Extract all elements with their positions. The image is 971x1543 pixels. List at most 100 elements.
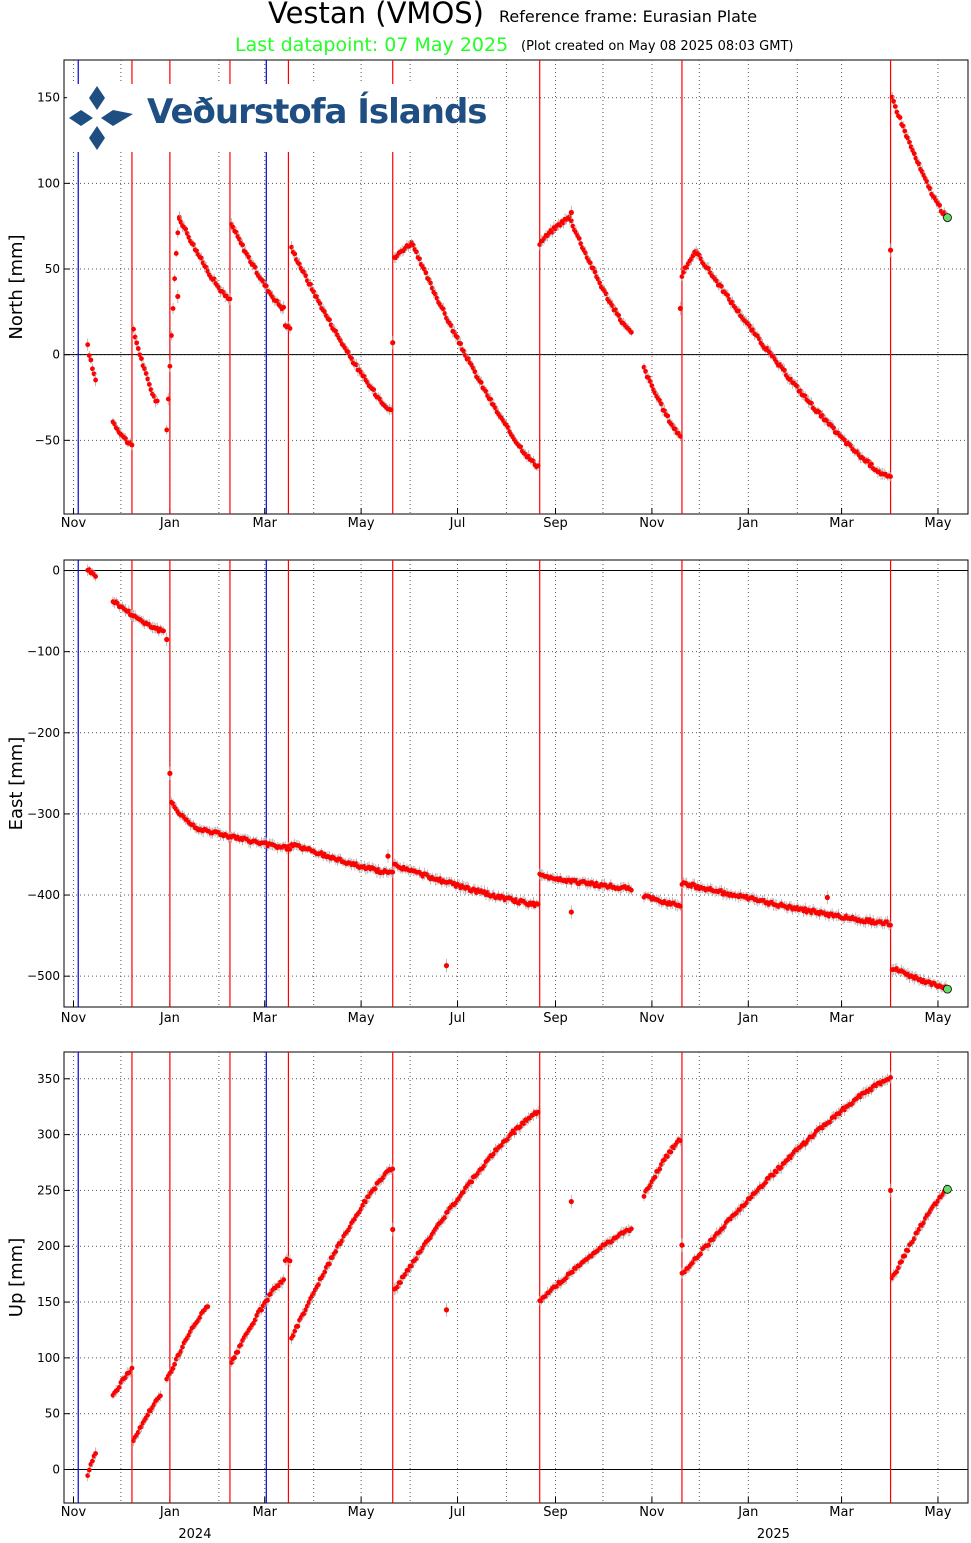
imo-logo-text: Veðurstofa Íslands	[147, 92, 488, 132]
plot-created-label: (Plot created on May 08 2025 08:03 GMT)	[521, 39, 794, 54]
x-tick-label: Nov	[61, 516, 87, 531]
imo-logo: Veðurstofa Íslands	[67, 84, 488, 152]
x-tick-label: May	[348, 516, 375, 531]
y-tick-label: 50	[45, 1407, 60, 1421]
data-point	[172, 276, 178, 282]
outlier-point	[677, 305, 683, 312]
data-point	[390, 869, 396, 875]
y-tick-label: 100	[37, 176, 60, 190]
data-point	[677, 903, 683, 909]
y-tick-label: −200	[27, 726, 60, 740]
x-tick-label: Mar	[252, 1011, 277, 1026]
data-point	[129, 1365, 135, 1371]
last-data-point	[943, 984, 952, 994]
y-axis-label: North [mm]	[6, 234, 27, 339]
y-axis-label: Up [mm]	[6, 1238, 27, 1317]
outlier-point	[568, 209, 574, 216]
x-tick-label: May	[348, 1011, 375, 1026]
x-tick-label: May	[348, 1505, 375, 1520]
outlier-point	[443, 1307, 450, 1313]
reference-frame-label: Reference frame: Eurasian Plate	[499, 7, 758, 26]
x-tick-label: Nov	[639, 1505, 665, 1520]
y-tick-label: −300	[27, 807, 60, 821]
data-point	[719, 283, 724, 289]
data-point	[235, 1349, 241, 1355]
data-point	[899, 1259, 905, 1265]
data-point	[295, 1323, 301, 1329]
x-tick-label: Nov	[61, 1011, 87, 1026]
outlier-point	[164, 636, 170, 643]
data-point	[165, 396, 171, 402]
data-point	[641, 1193, 647, 1199]
data-point	[390, 1166, 396, 1172]
data-point	[535, 1109, 541, 1115]
data-point	[535, 901, 541, 907]
data-point	[292, 251, 298, 257]
data-point	[85, 342, 91, 348]
data-point	[937, 202, 942, 208]
data-point	[129, 442, 135, 448]
outlier-point	[568, 909, 574, 915]
x-tick-label: Mar	[252, 516, 277, 531]
data-point	[88, 357, 94, 363]
x-tick-label: Sep	[543, 1011, 568, 1026]
data-point	[263, 283, 269, 289]
data-point	[161, 628, 166, 634]
x-tick-label: Jan	[159, 516, 180, 531]
data-point	[628, 887, 634, 893]
data-point	[665, 413, 671, 419]
x-tick-label: Sep	[543, 516, 568, 531]
x-tick-label: Mar	[829, 1011, 854, 1026]
y-tick-label: −400	[27, 888, 60, 902]
x-tick-label: Jul	[449, 1011, 466, 1026]
data-point	[240, 242, 245, 248]
data-point	[93, 1451, 99, 1456]
data-point	[888, 922, 893, 928]
plot-area-east	[63, 559, 969, 1008]
outlier-point	[568, 1198, 574, 1205]
data-point	[170, 306, 176, 311]
data-point	[888, 1074, 893, 1080]
data-point	[287, 1258, 293, 1264]
outlier-point	[175, 293, 181, 300]
data-point	[892, 104, 898, 109]
y-tick-label: 0	[52, 564, 60, 578]
x-tick-label: Jan	[159, 1011, 180, 1026]
data-point	[388, 407, 394, 413]
outlier-point	[390, 340, 396, 346]
data-point	[93, 574, 99, 579]
outlier-point	[887, 247, 894, 253]
data-point	[576, 236, 582, 241]
data-point	[888, 474, 893, 479]
data-point	[139, 356, 144, 361]
outlier-point	[390, 1226, 396, 1233]
y-tick-label: 350	[37, 1072, 60, 1086]
data-point	[167, 363, 173, 369]
data-point	[205, 1304, 211, 1310]
panel-up: 350 300 250 200 150 100 50 0 Nov Jan Mar May Jul Sep N…	[6, 1051, 969, 1542]
x-tick-label: May	[925, 1011, 952, 1026]
x-tick-label: Mar	[829, 1505, 854, 1520]
data-point	[86, 1467, 92, 1473]
data-point	[628, 1226, 634, 1232]
x-tick-label: Nov	[61, 1505, 87, 1520]
data-point	[535, 463, 541, 469]
last-data-point	[943, 213, 952, 223]
y-tick-label: 0	[52, 348, 60, 362]
y-tick-label: 200	[37, 1239, 60, 1253]
chart-header: Vestan (VMOS) Reference frame: Eurasian …	[0, 0, 971, 60]
y-tick-label: −50	[35, 433, 60, 447]
data-point	[164, 427, 170, 433]
data-point	[158, 1393, 163, 1399]
data-point	[93, 377, 99, 383]
data-point	[668, 1149, 674, 1155]
y-tick-label: 100	[37, 1351, 60, 1365]
data-point	[897, 115, 903, 120]
y-tick-label: 0	[52, 1463, 60, 1477]
data-point	[281, 1277, 287, 1283]
y-tick-label: 150	[37, 1295, 60, 1309]
x-tick-label: Mar	[829, 516, 854, 531]
x-tick-label: Jul	[449, 1505, 466, 1520]
x-tick-label: May	[925, 516, 952, 531]
